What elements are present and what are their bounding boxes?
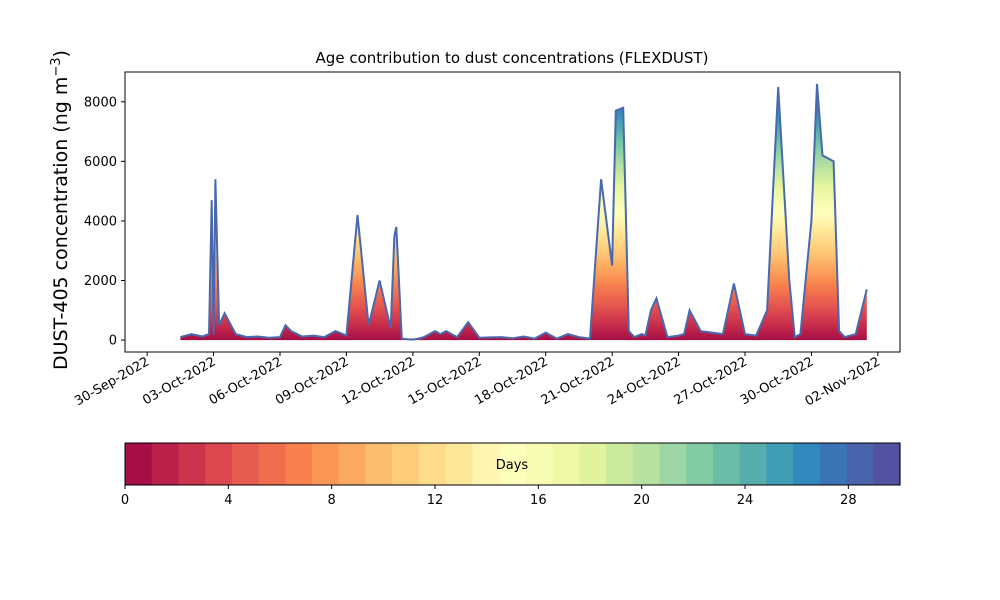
y-axis-label-sup: −3 (49, 57, 64, 76)
colorbar-swatch (712, 443, 741, 485)
colorbar-tick-label: 28 (840, 493, 857, 508)
y-tick-label: 0 (109, 334, 117, 349)
colorbar-swatch (873, 443, 901, 485)
colorbar-swatch (579, 443, 607, 485)
colorbar-swatch (793, 443, 821, 485)
x-tick-label: 27-Oct-2022 (672, 354, 750, 408)
colorbar-swatch (739, 443, 767, 485)
colorbar-swatch (445, 443, 474, 485)
colorbar-frame (124, 442, 901, 486)
x-tick-label: 12-Oct-2022 (340, 354, 418, 408)
colorbar-swatch (365, 443, 393, 485)
x-axis: 30-Sep-202203-Oct-202206-Oct-202209-Oct-… (72, 352, 883, 409)
colorbar-swatch (285, 443, 313, 485)
colorbar-swatch (632, 443, 661, 485)
colorbar-swatch (606, 443, 634, 485)
colorbar-swatch (178, 443, 206, 485)
x-tick-label: 21-Oct-2022 (539, 354, 617, 408)
y-axis-label-main: DUST-405 concentration (ng m (50, 77, 72, 370)
x-tick-label: 09-Oct-2022 (273, 354, 351, 408)
main-chart: Age contribution to dust concentrations … (49, 49, 901, 409)
y-tick-label: 4000 (84, 214, 117, 229)
x-tick-label: 02-Nov-2022 (803, 354, 883, 409)
colorbar-swatch (472, 443, 500, 485)
colorbar-swatch (205, 443, 233, 485)
colorbar-swatch (659, 443, 687, 485)
colorbar-swatch (552, 443, 580, 485)
colorbar-swatch (525, 443, 554, 485)
colorbar: Days 0 4 8 12 16 20 24 28 (121, 442, 901, 508)
plot-area (124, 71, 901, 353)
x-tick-label: 18-Oct-2022 (472, 354, 550, 408)
total-concentration-line (180, 83, 868, 341)
y-axis-label: DUST-405 concentration (ng m−3) (49, 50, 72, 370)
colorbar-swatch (846, 443, 874, 485)
y-axis: 0 2000 4000 6000 8000 (84, 95, 125, 349)
chart-title: Age contribution to dust concentrations … (316, 49, 709, 67)
colorbar-tick-label: 4 (224, 493, 232, 508)
colorbar-swatch (766, 443, 794, 485)
colorbar-swatch (151, 443, 180, 485)
colorbar-swatch (819, 443, 848, 485)
y-tick-label: 8000 (84, 95, 117, 110)
y-tick-label: 2000 (84, 274, 117, 289)
colorbar-tick-label: 12 (427, 493, 444, 508)
colorbar-swatch (231, 443, 260, 485)
colorbar-ticks: 0 4 8 12 16 20 24 28 (121, 485, 857, 508)
colorbar-swatches (125, 443, 901, 485)
colorbar-swatch (258, 443, 286, 485)
x-tick-label: 06-Oct-2022 (207, 354, 285, 408)
colorbar-swatch (418, 443, 447, 485)
svg-text:DUST-405 concentration (ng m−3: DUST-405 concentration (ng m−3) (49, 50, 72, 370)
colorbar-tick-label: 0 (121, 493, 129, 508)
y-tick-label: 6000 (84, 155, 117, 170)
colorbar-swatch (125, 443, 153, 485)
x-tick-label: 24-Oct-2022 (605, 354, 683, 408)
colorbar-label: Days (496, 458, 529, 473)
plot-frame (124, 71, 901, 353)
x-tick-label: 03-Oct-2022 (140, 354, 218, 408)
colorbar-swatch (686, 443, 714, 485)
colorbar-swatch (338, 443, 367, 485)
colorbar-tick-label: 16 (530, 493, 547, 508)
colorbar-tick-label: 20 (633, 493, 650, 508)
colorbar-swatch (499, 443, 527, 485)
y-axis-label-suffix: ) (50, 50, 72, 57)
x-tick-label: 30-Sep-2022 (72, 354, 152, 409)
stacked-age-area (180, 83, 867, 341)
colorbar-swatch (312, 443, 340, 485)
colorbar-tick-label: 8 (328, 493, 336, 508)
x-tick-label: 15-Oct-2022 (406, 354, 484, 408)
colorbar-tick-label: 24 (737, 493, 754, 508)
colorbar-swatch (392, 443, 420, 485)
